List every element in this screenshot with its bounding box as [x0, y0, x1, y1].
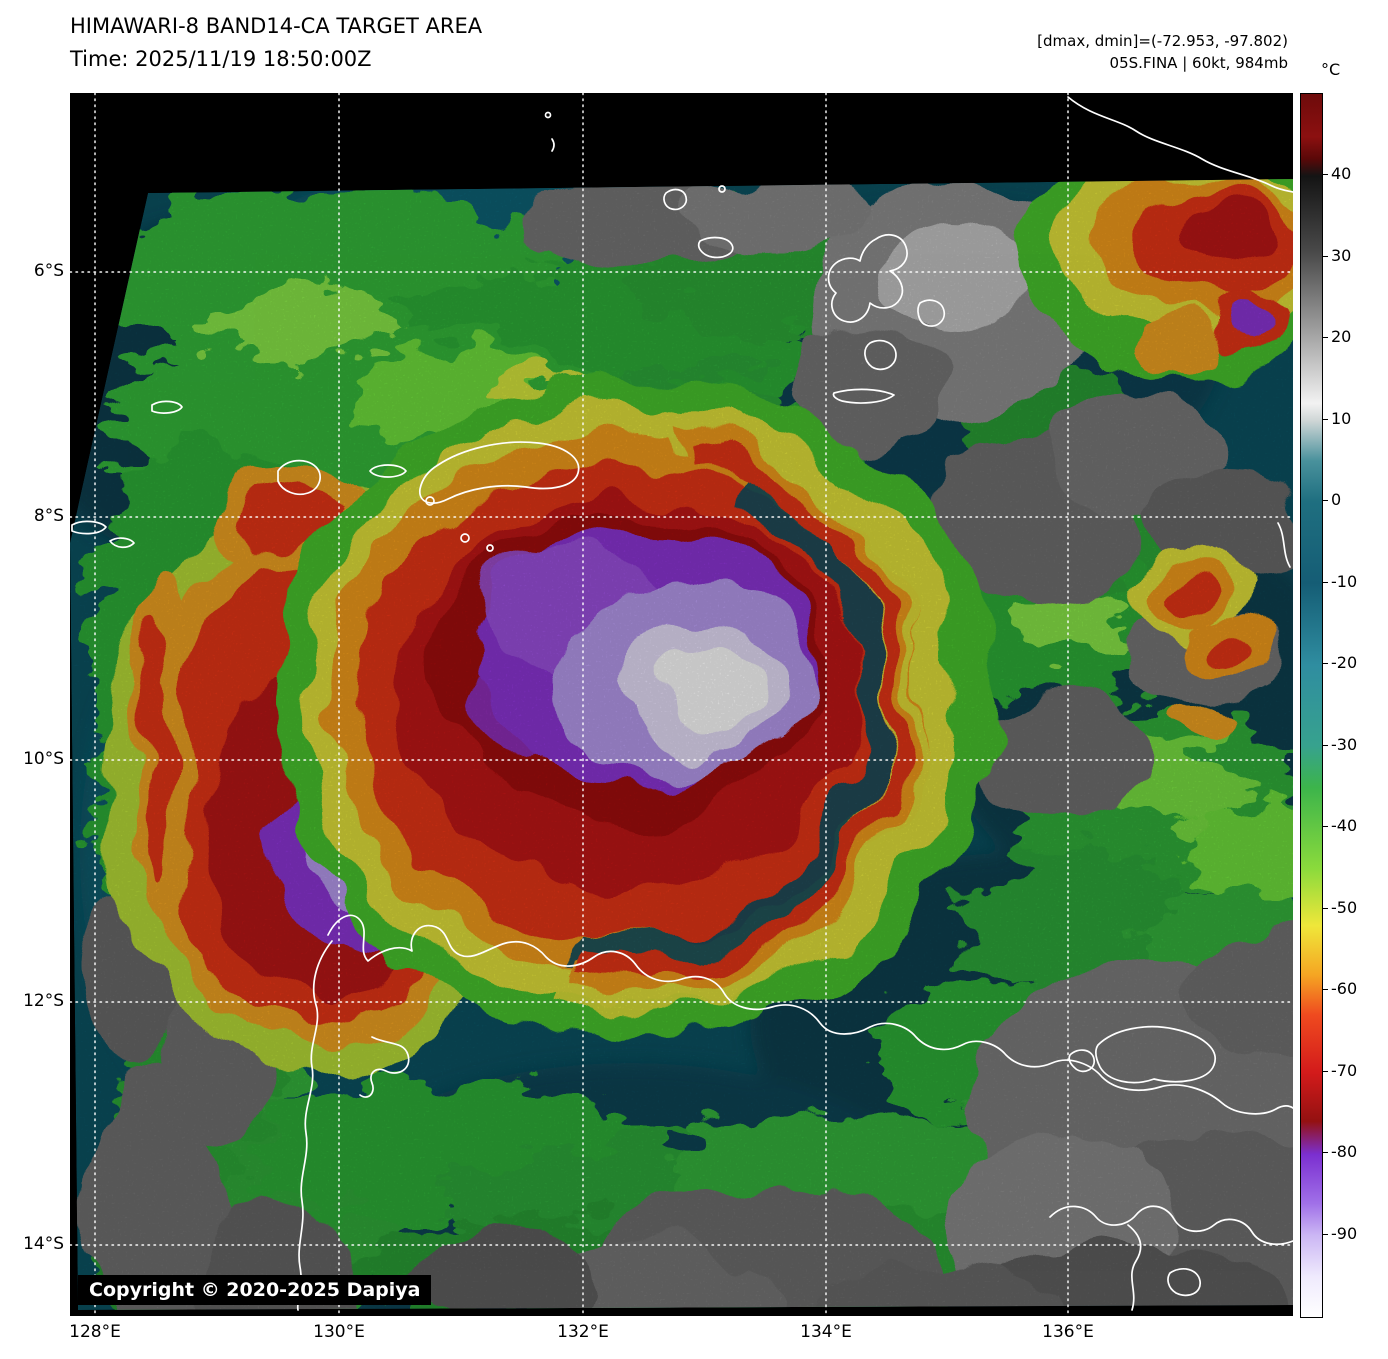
- coast-sula: [832, 388, 895, 404]
- copyright-label: Copyright © 2020-2025 Dapiya: [78, 1275, 432, 1305]
- coast-australia-north: [327, 914, 1293, 1115]
- lat-tick-6s: 6°S: [33, 261, 64, 281]
- lon-tick-134e: 134°E: [800, 1322, 852, 1342]
- coast-melville-island: [1094, 1025, 1216, 1084]
- texture-grain: [70, 179, 1293, 1310]
- coast-island: [917, 299, 946, 327]
- cbar-tick-0: 0: [1321, 490, 1342, 509]
- coast-island: [109, 537, 135, 549]
- ir-imagery: [70, 179, 1293, 1310]
- coast-islet: [544, 111, 552, 119]
- cbar-tick-n10: -10: [1321, 572, 1358, 591]
- page-title: HIMAWARI-8 BAND14-CA TARGET AREA: [70, 14, 483, 38]
- coast-island: [369, 464, 407, 478]
- cbar-tick-n20: -20: [1321, 653, 1358, 672]
- coast-top-end: [1127, 1224, 1142, 1311]
- coast-islet: [697, 236, 734, 259]
- satellite-map: Copyright © 2020-2025 Dapiya: [70, 93, 1293, 1316]
- header-readouts: [dmax, dmin]=(-72.953, -97.802) 05S.FINA…: [1037, 30, 1288, 74]
- cbar-tick-n60: -60: [1321, 979, 1358, 998]
- lon-tick-128e: 128°E: [69, 1322, 121, 1342]
- lon-tick-132e: 132°E: [557, 1322, 609, 1342]
- coast-islet: [663, 188, 688, 211]
- cbar-tick-20: 20: [1321, 327, 1352, 346]
- cbar-tick-n50: -50: [1321, 898, 1358, 917]
- coast-new-guinea: [1067, 96, 1293, 193]
- lat-tick-10s: 10°S: [23, 749, 64, 769]
- coastlines: [71, 96, 1293, 1311]
- coast-halmahera: [827, 234, 908, 323]
- satellite-image: [70, 93, 1293, 1316]
- coast-top-end: [1049, 1205, 1293, 1246]
- coast-buru: [277, 459, 321, 496]
- cbar-tick-40: 40: [1321, 164, 1352, 183]
- coast-islet: [460, 533, 470, 543]
- cbar-tick-n30: -30: [1321, 735, 1358, 754]
- coast-islet: [718, 185, 726, 193]
- lon-tick-136e: 136°E: [1042, 1322, 1094, 1342]
- coast-bathurst-island: [1068, 1049, 1095, 1073]
- coast-island: [71, 520, 107, 535]
- colorbar: [1300, 93, 1323, 1318]
- coast-islet: [486, 544, 494, 552]
- lon-tick-130e: 130°E: [313, 1322, 365, 1342]
- cbar-tick-10: 10: [1321, 409, 1352, 428]
- coast-seram: [419, 441, 580, 504]
- colorbar-unit-label: °C: [1321, 60, 1341, 79]
- storm-info-readout: 05S.FINA | 60kt, 984mb: [1109, 54, 1288, 72]
- coast-island: [151, 400, 183, 414]
- coast-edge-island: [1277, 522, 1291, 568]
- lat-tick-12s: 12°S: [23, 991, 64, 1011]
- graticule: [70, 93, 1293, 1316]
- cbar-tick-n40: -40: [1321, 816, 1358, 835]
- cbar-tick-30: 30: [1321, 246, 1352, 265]
- coast-island: [864, 339, 897, 371]
- coast-kimberley-west: [296, 940, 333, 1311]
- coast-gulf: [359, 1036, 410, 1098]
- timestamp-label: Time: 2025/11/19 18:50:00Z: [70, 47, 372, 71]
- cbar-tick-n70: -70: [1321, 1061, 1358, 1080]
- lat-tick-8s: 8°S: [33, 506, 64, 526]
- cbar-tick-n80: -80: [1321, 1142, 1358, 1161]
- coast-islet: [1167, 1268, 1201, 1297]
- coast-ambon: [425, 496, 435, 506]
- coast-islet: [551, 138, 555, 152]
- dmax-dmin-readout: [dmax, dmin]=(-72.953, -97.802): [1037, 32, 1288, 50]
- lat-tick-14s: 14°S: [23, 1234, 64, 1254]
- cbar-tick-n90: -90: [1321, 1224, 1358, 1243]
